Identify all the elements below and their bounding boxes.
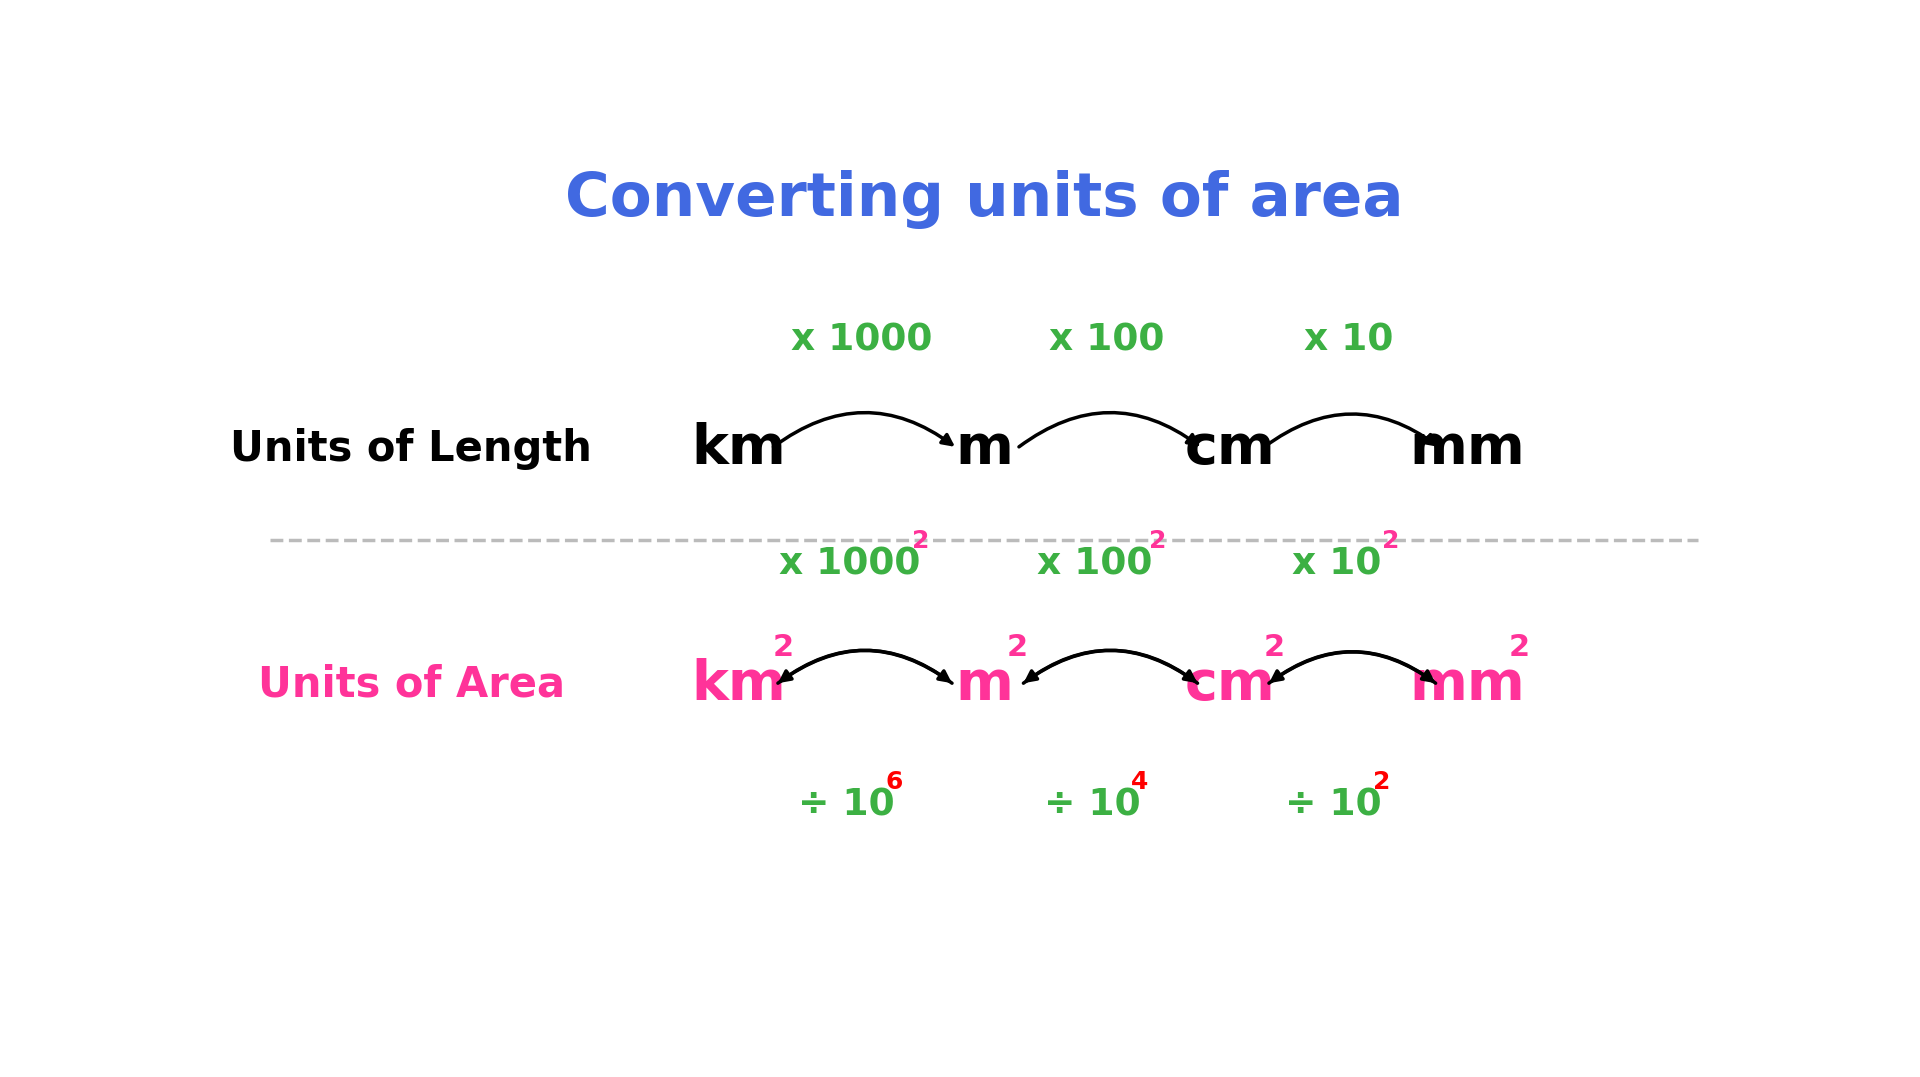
Text: m: m	[954, 421, 1014, 476]
Text: 2: 2	[1382, 530, 1400, 554]
Text: cm: cm	[1185, 421, 1275, 476]
Text: x 1000: x 1000	[791, 323, 931, 359]
Text: mm: mm	[1409, 658, 1526, 712]
Text: ÷ 10: ÷ 10	[1284, 787, 1382, 823]
Text: 2: 2	[1263, 633, 1284, 662]
Text: x 10: x 10	[1304, 323, 1394, 359]
Text: km: km	[691, 421, 785, 476]
Text: x 100: x 100	[1048, 323, 1164, 359]
Text: x 10: x 10	[1292, 547, 1380, 583]
Text: 2: 2	[1006, 633, 1027, 662]
Text: 2: 2	[912, 530, 929, 554]
Text: m: m	[954, 658, 1014, 712]
Text: 4: 4	[1131, 770, 1148, 794]
Text: cm: cm	[1185, 658, 1275, 712]
Text: Converting units of area: Converting units of area	[564, 170, 1404, 229]
Text: ÷ 10: ÷ 10	[799, 787, 895, 823]
Text: 2: 2	[772, 633, 793, 662]
Text: 2: 2	[1509, 633, 1530, 662]
Text: mm: mm	[1409, 421, 1526, 476]
Text: Units of Length: Units of Length	[230, 428, 591, 470]
Text: Units of Area: Units of Area	[257, 663, 564, 705]
Text: x 100: x 100	[1037, 547, 1152, 583]
Text: 2: 2	[1148, 530, 1165, 554]
Text: km: km	[691, 658, 785, 712]
Text: 6: 6	[885, 770, 902, 794]
Text: 2: 2	[1373, 770, 1390, 794]
Text: x 1000: x 1000	[780, 547, 920, 583]
Text: ÷ 10: ÷ 10	[1044, 787, 1140, 823]
